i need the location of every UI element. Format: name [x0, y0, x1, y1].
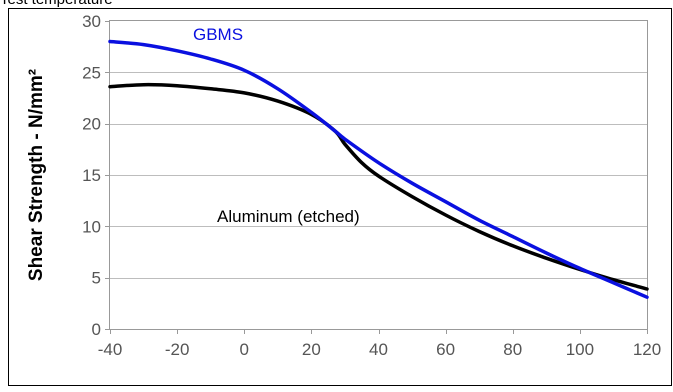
x-tick-label: 80 [503, 340, 522, 359]
y-tick-label: 5 [92, 269, 101, 288]
y-tick-label: 30 [82, 12, 101, 31]
y-axis-ticks: 0 5 10 15 20 25 30 [82, 12, 110, 339]
outer-border [8, 8, 672, 386]
x-tick-label: 100 [566, 340, 594, 359]
series-lines [108, 39, 649, 299]
x-tick-label: -20 [165, 340, 190, 359]
y-tick-label: 20 [82, 115, 101, 134]
series-label-aluminum: Aluminum (etched) [217, 207, 360, 226]
series-line-aluminum [108, 82, 649, 291]
y-axis-label: Shear Strength - N/mm² [26, 69, 47, 281]
series-label-gbms: GBMS [193, 25, 243, 44]
x-tick-label: 0 [240, 340, 249, 359]
x-tick-label: 60 [436, 340, 455, 359]
x-tick-label: 120 [633, 340, 661, 359]
chart-caption: Test temperature [0, 0, 113, 8]
x-axis-ticks: -40 -20 0 20 40 60 80 100 120 [98, 329, 661, 359]
x-tick-label: -40 [98, 340, 123, 359]
x-tick-label: 40 [369, 340, 388, 359]
y-tick-label: 15 [82, 166, 101, 185]
y-tick-label: 0 [92, 320, 101, 339]
x-tick-label: 20 [302, 340, 321, 359]
y-tick-label: 25 [82, 63, 101, 82]
series-line-gbms [108, 39, 649, 299]
y-tick-label: 10 [82, 217, 101, 236]
